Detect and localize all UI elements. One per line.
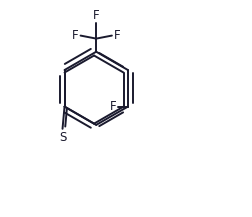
Text: F: F: [92, 9, 99, 22]
Text: F: F: [72, 29, 78, 42]
Text: S: S: [59, 131, 66, 144]
Text: F: F: [110, 100, 116, 113]
Text: F: F: [113, 29, 120, 42]
